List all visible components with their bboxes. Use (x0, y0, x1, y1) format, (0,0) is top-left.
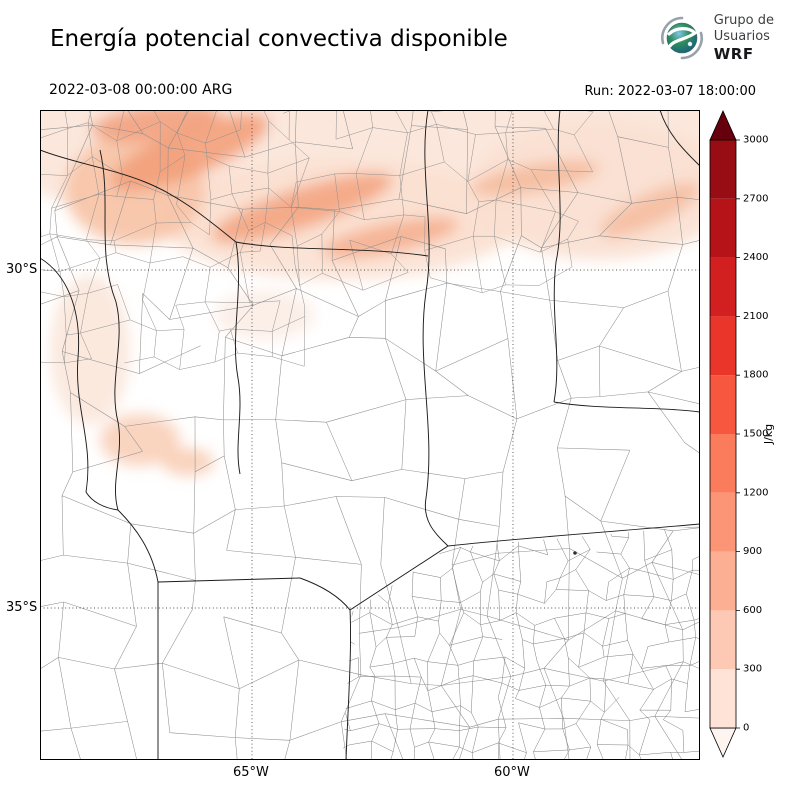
colorbar-over-arrow (709, 110, 737, 141)
wrf-logo-text: Grupo de Usuarios WRF (714, 13, 774, 63)
department-boundaries (40, 110, 700, 760)
colorbar-segment (710, 140, 736, 199)
valid-time-label: 2022-03-08 00:00:00 ARG (49, 82, 233, 98)
logo-line2: Usuarios (713, 28, 770, 44)
province-borders (40, 110, 700, 760)
department-boundaries (40, 110, 310, 370)
lon-tick-65w: 65°W (233, 765, 269, 780)
colorbar-segment (710, 492, 736, 552)
colorbar-unit-label: J/kg (762, 424, 775, 445)
colorbar-tick-label: 0 (743, 723, 749, 734)
colorbar: 0 300 600 900 1200 1500 1800 2100 2400 2… (709, 110, 775, 758)
wrf-logo: Grupo de Usuarios WRF (657, 12, 774, 64)
map-frame (40, 110, 700, 760)
colorbar-tick-label: 1500 (743, 429, 768, 440)
colorbar-segment (710, 375, 736, 434)
colorbar-segments (709, 110, 737, 758)
logo-wrf-label: WRF (713, 44, 754, 63)
colorbar-segment (710, 316, 736, 376)
colorbar-segment (710, 434, 736, 493)
colorbar-tick-labels: 0 300 600 900 1200 1500 1800 2100 2400 2… (743, 135, 768, 734)
lon-tick-60w: 60°W (494, 765, 530, 780)
colorbar-tick-label: 3000 (743, 135, 768, 146)
colorbar-tick-label: 2100 (743, 311, 768, 322)
colorbar-tick-label: 1200 (743, 487, 768, 498)
colorbar-tick-label: 2400 (743, 252, 768, 263)
map-panel (40, 110, 700, 760)
colorbar-ticks (736, 139, 740, 729)
colorbar-under-arrow (709, 727, 737, 758)
graticule (40, 110, 700, 760)
figure-title: Energía potencial convectiva disponible (50, 26, 508, 52)
colorbar-tick-label: 300 (743, 664, 762, 675)
colorbar-tick-label: 1800 (743, 370, 768, 381)
colorbar-tick-label: 2700 (743, 193, 768, 204)
colorbar-tick-label: 900 (743, 546, 762, 557)
lat-tick-30s: 30°S (6, 262, 38, 277)
run-time-label: Run: 2022-03-07 18:00:00 (584, 84, 756, 99)
colorbar-segment (710, 257, 736, 317)
wrf-globe-icon (660, 16, 703, 60)
colorbar-segment (710, 610, 736, 670)
department-boundaries (283, 110, 594, 294)
colorbar-tick-label: 600 (743, 605, 762, 616)
logo-line1: Grupo de (713, 12, 774, 28)
colorbar-segment (710, 551, 736, 611)
colorbar-segment (710, 198, 736, 258)
city-marker (573, 551, 577, 555)
colorbar-segment (710, 669, 736, 728)
lat-tick-35s: 35°S (6, 600, 38, 615)
